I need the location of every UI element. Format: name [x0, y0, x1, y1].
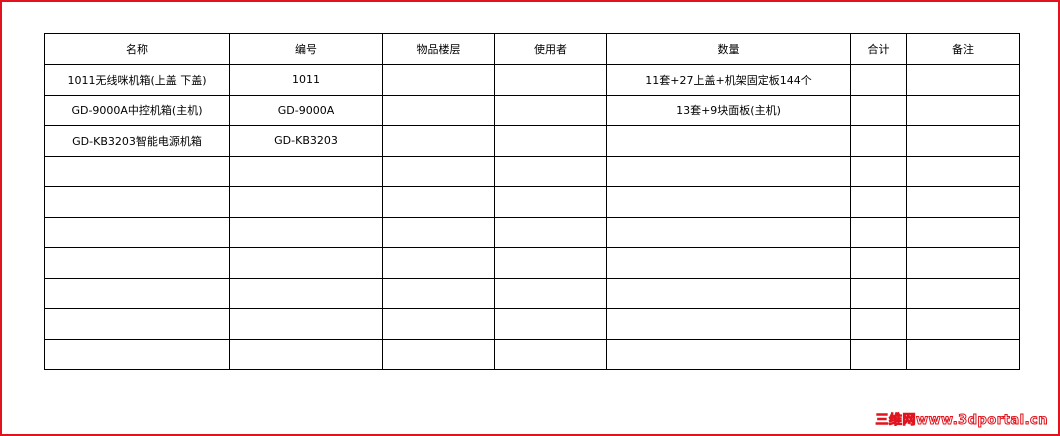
table-cell [494, 338, 607, 370]
table-cell [494, 308, 607, 340]
table-cell [44, 155, 230, 187]
table-cell [382, 155, 495, 187]
table-cell: 11套+27上盖+机架固定板144个 [606, 64, 851, 96]
table-cell [850, 308, 907, 340]
table-cell [382, 277, 495, 309]
table-cell [44, 338, 230, 370]
table-cell [382, 125, 495, 157]
table-cell [850, 64, 907, 96]
table-row [44, 247, 1020, 279]
table-cell [906, 155, 1020, 187]
table-cell [494, 125, 607, 157]
table-cell [850, 94, 907, 126]
table-cell [229, 277, 383, 309]
table-cell [494, 155, 607, 187]
column-header: 合计 [850, 33, 907, 65]
inventory-table: 名称 编号 物品楼层 使用者 数量 合计 备注 1011无线咪机箱(上盖 下盖) 1011 11… [44, 33, 1020, 370]
table-row [44, 277, 1020, 309]
table-cell [606, 338, 851, 370]
table-row [44, 308, 1020, 340]
table-cell [494, 216, 607, 248]
table-cell [850, 338, 907, 370]
table-row [44, 186, 1020, 218]
table-cell [229, 186, 383, 218]
table-cell [606, 308, 851, 340]
table-cell [850, 155, 907, 187]
table-cell [382, 338, 495, 370]
table-cell [850, 216, 907, 248]
table-cell [906, 338, 1020, 370]
table-cell [382, 64, 495, 96]
table-cell [606, 155, 851, 187]
table-row [44, 216, 1020, 248]
table-cell [229, 216, 383, 248]
table-cell [494, 94, 607, 126]
table-cell [606, 216, 851, 248]
table-row: 1011无线咪机箱(上盖 下盖) 1011 11套+27上盖+机架固定板144个 [44, 64, 1020, 96]
table-cell: 1011无线咪机箱(上盖 下盖) [44, 64, 230, 96]
table-row: GD-KB3203智能电源机箱 GD-KB3203 [44, 125, 1020, 157]
table-cell [906, 277, 1020, 309]
table-cell [850, 125, 907, 157]
table-row [44, 155, 1020, 187]
table-cell: GD-9000A中控机箱(主机) [44, 94, 230, 126]
table-header-row: 名称 编号 物品楼层 使用者 数量 合计 备注 [44, 33, 1020, 65]
table-cell [906, 247, 1020, 279]
table-cell: GD-KB3203 [229, 125, 383, 157]
table-cell [44, 216, 230, 248]
table-cell [606, 247, 851, 279]
table-cell [494, 186, 607, 218]
table-cell [494, 247, 607, 279]
table-cell: 1011 [229, 64, 383, 96]
table-cell [906, 186, 1020, 218]
table-cell [382, 216, 495, 248]
table-cell [44, 308, 230, 340]
table-cell [229, 155, 383, 187]
column-header: 编号 [229, 33, 383, 65]
table-cell [606, 277, 851, 309]
table-cell [382, 247, 495, 279]
column-header: 名称 [44, 33, 230, 65]
table-cell: GD-9000A [229, 94, 383, 126]
table-cell [850, 186, 907, 218]
table-cell [850, 277, 907, 309]
table-cell [382, 308, 495, 340]
table-cell: 13套+9块面板(主机) [606, 94, 851, 126]
table-cell [906, 64, 1020, 96]
watermark-logo: 三维网www.3dportal.cn [875, 413, 1048, 429]
table-cell [906, 216, 1020, 248]
table-row: GD-9000A中控机箱(主机) GD-9000A 13套+9块面板(主机) [44, 94, 1020, 126]
table-cell [906, 94, 1020, 126]
table-cell [44, 186, 230, 218]
table-cell [229, 338, 383, 370]
table-row [44, 338, 1020, 370]
table-cell [44, 277, 230, 309]
table-cell [382, 94, 495, 126]
table-cell [906, 308, 1020, 340]
table-cell [850, 247, 907, 279]
table-cell [494, 64, 607, 96]
table-cell [494, 277, 607, 309]
table-cell [382, 186, 495, 218]
column-header: 使用者 [494, 33, 607, 65]
table-cell [606, 186, 851, 218]
table-cell: GD-KB3203智能电源机箱 [44, 125, 230, 157]
column-header: 物品楼层 [382, 33, 495, 65]
table-cell [229, 308, 383, 340]
column-header: 数量 [606, 33, 851, 65]
table-cell [229, 247, 383, 279]
table-cell [906, 125, 1020, 157]
table-cell [44, 247, 230, 279]
table-cell [606, 125, 851, 157]
column-header: 备注 [906, 33, 1020, 65]
